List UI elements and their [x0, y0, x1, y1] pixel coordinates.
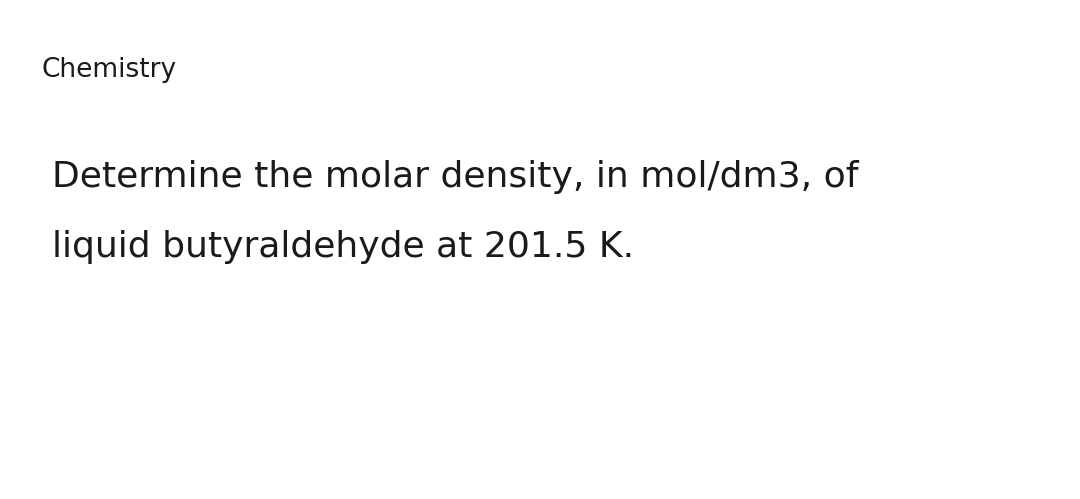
Text: Chemistry: Chemistry [41, 57, 176, 83]
Text: liquid butyraldehyde at 201.5 K.: liquid butyraldehyde at 201.5 K. [52, 230, 634, 264]
Text: Determine the molar density, in mol/dm3, of: Determine the molar density, in mol/dm3,… [52, 160, 859, 194]
